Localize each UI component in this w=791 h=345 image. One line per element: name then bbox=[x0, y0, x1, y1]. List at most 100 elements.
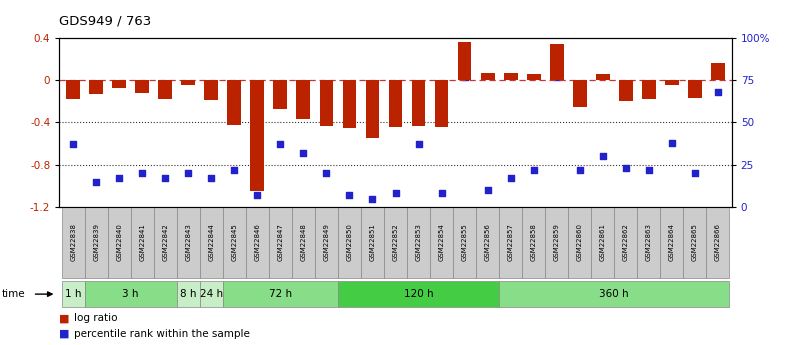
Text: time: time bbox=[2, 289, 25, 299]
FancyBboxPatch shape bbox=[85, 281, 176, 307]
Text: GSM22839: GSM22839 bbox=[93, 223, 99, 262]
Text: GSM22838: GSM22838 bbox=[70, 223, 76, 262]
Point bbox=[297, 150, 310, 156]
FancyBboxPatch shape bbox=[62, 207, 85, 278]
FancyBboxPatch shape bbox=[499, 281, 729, 307]
Text: ■: ■ bbox=[59, 329, 74, 339]
Bar bbox=[388, 80, 403, 127]
Text: GSM22840: GSM22840 bbox=[116, 224, 122, 261]
Text: log ratio: log ratio bbox=[74, 313, 117, 323]
Text: GSM22846: GSM22846 bbox=[255, 224, 260, 261]
Bar bbox=[411, 80, 426, 126]
FancyBboxPatch shape bbox=[108, 207, 131, 278]
FancyBboxPatch shape bbox=[591, 207, 615, 278]
Bar bbox=[204, 80, 218, 100]
Point bbox=[665, 140, 678, 146]
Point bbox=[642, 167, 655, 172]
Bar bbox=[251, 80, 264, 191]
Text: 120 h: 120 h bbox=[403, 289, 433, 299]
Text: GSM22860: GSM22860 bbox=[577, 223, 583, 262]
Text: GSM22857: GSM22857 bbox=[508, 224, 513, 261]
Bar bbox=[596, 74, 610, 80]
FancyBboxPatch shape bbox=[407, 207, 430, 278]
Point bbox=[619, 165, 632, 171]
Bar bbox=[320, 80, 333, 126]
FancyBboxPatch shape bbox=[638, 207, 660, 278]
Text: GSM22842: GSM22842 bbox=[162, 224, 168, 261]
Point bbox=[113, 176, 126, 181]
Text: GSM22863: GSM22863 bbox=[645, 223, 652, 262]
Bar bbox=[550, 44, 563, 80]
FancyBboxPatch shape bbox=[361, 207, 384, 278]
Point bbox=[251, 193, 263, 198]
FancyBboxPatch shape bbox=[246, 207, 269, 278]
Text: GSM22841: GSM22841 bbox=[139, 224, 146, 261]
FancyBboxPatch shape bbox=[200, 281, 223, 307]
Point bbox=[435, 191, 448, 196]
Point bbox=[343, 193, 356, 198]
Point bbox=[551, 74, 563, 80]
Text: GSM22862: GSM22862 bbox=[623, 224, 629, 261]
Point bbox=[66, 142, 79, 147]
Point bbox=[205, 176, 218, 181]
FancyBboxPatch shape bbox=[131, 207, 153, 278]
FancyBboxPatch shape bbox=[200, 207, 223, 278]
FancyBboxPatch shape bbox=[545, 207, 568, 278]
Text: 8 h: 8 h bbox=[180, 289, 196, 299]
Text: GSM22844: GSM22844 bbox=[208, 224, 214, 261]
Text: GSM22851: GSM22851 bbox=[369, 224, 376, 261]
Point bbox=[688, 170, 701, 176]
Text: 72 h: 72 h bbox=[269, 289, 292, 299]
Point bbox=[136, 170, 149, 176]
Bar bbox=[573, 80, 587, 107]
Point bbox=[596, 154, 609, 159]
Point bbox=[366, 196, 379, 201]
Point bbox=[90, 179, 103, 184]
Bar bbox=[458, 42, 471, 80]
FancyBboxPatch shape bbox=[568, 207, 591, 278]
FancyBboxPatch shape bbox=[499, 207, 522, 278]
Text: GSM22866: GSM22866 bbox=[715, 223, 721, 262]
Text: GSM22848: GSM22848 bbox=[301, 224, 306, 261]
Text: GSM22864: GSM22864 bbox=[669, 224, 675, 261]
Point bbox=[481, 187, 494, 193]
FancyBboxPatch shape bbox=[315, 207, 338, 278]
Text: GSM22843: GSM22843 bbox=[185, 224, 191, 261]
FancyBboxPatch shape bbox=[683, 207, 706, 278]
Bar bbox=[665, 80, 679, 86]
FancyBboxPatch shape bbox=[62, 281, 85, 307]
Text: GSM22847: GSM22847 bbox=[278, 224, 283, 261]
Bar bbox=[365, 80, 380, 138]
Point bbox=[320, 170, 333, 176]
Bar bbox=[481, 73, 494, 80]
Text: GSM22855: GSM22855 bbox=[462, 224, 467, 261]
FancyBboxPatch shape bbox=[430, 207, 453, 278]
FancyBboxPatch shape bbox=[384, 207, 407, 278]
Bar bbox=[112, 80, 126, 88]
Bar bbox=[158, 80, 172, 99]
Bar bbox=[181, 80, 195, 86]
Bar bbox=[504, 73, 517, 80]
Bar bbox=[135, 80, 149, 93]
Bar bbox=[228, 80, 241, 125]
Text: 24 h: 24 h bbox=[200, 289, 223, 299]
FancyBboxPatch shape bbox=[153, 207, 176, 278]
FancyBboxPatch shape bbox=[292, 207, 315, 278]
Text: GSM22861: GSM22861 bbox=[600, 223, 606, 262]
Point bbox=[528, 167, 540, 172]
Text: GSM22865: GSM22865 bbox=[692, 224, 698, 261]
FancyBboxPatch shape bbox=[176, 281, 200, 307]
Point bbox=[389, 191, 402, 196]
Text: GSM22854: GSM22854 bbox=[438, 224, 445, 261]
FancyBboxPatch shape bbox=[176, 207, 200, 278]
FancyBboxPatch shape bbox=[453, 207, 476, 278]
Bar bbox=[642, 80, 656, 99]
Point bbox=[712, 89, 725, 95]
FancyBboxPatch shape bbox=[85, 207, 108, 278]
Bar bbox=[527, 74, 540, 80]
FancyBboxPatch shape bbox=[338, 281, 499, 307]
Point bbox=[228, 167, 240, 172]
Text: 3 h: 3 h bbox=[123, 289, 139, 299]
Bar bbox=[688, 80, 702, 98]
Text: GSM22845: GSM22845 bbox=[231, 224, 237, 261]
